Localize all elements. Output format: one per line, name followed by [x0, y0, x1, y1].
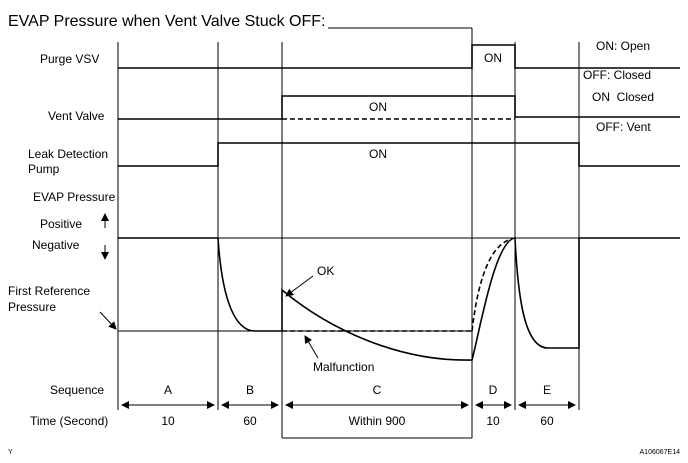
phase-name: E: [543, 383, 551, 397]
phase-name: A: [164, 383, 172, 397]
phase-time: 60: [243, 414, 257, 428]
signal-label: Purge VSV: [40, 52, 99, 66]
pressure-label: EVAP Pressure: [33, 190, 116, 204]
state-label: ON: [484, 51, 502, 65]
state-label: ON: [369, 100, 387, 114]
annotation: OK: [317, 264, 334, 278]
phase-time: 10: [161, 414, 175, 428]
phase-lines: [117, 27, 580, 439]
state-label: ON: [369, 147, 387, 161]
pressure-label: Pressure: [8, 300, 56, 314]
signal-label: Pump: [28, 162, 60, 176]
legend-item: ON Closed: [592, 90, 654, 104]
pressure-label: Negative: [32, 238, 80, 252]
annotation: Malfunction: [313, 360, 374, 374]
phase-name: C: [373, 383, 382, 397]
arrows: [99, 213, 576, 409]
footer-left: Y: [8, 449, 13, 456]
legend-item: OFF: Closed: [583, 68, 651, 82]
waveforms: [118, 44, 680, 361]
title: EVAP Pressure when Vent Valve Stuck OFF:: [8, 13, 325, 30]
phase-name: D: [489, 383, 498, 397]
phase-time: Within 900: [349, 414, 406, 428]
pressure-label: Positive: [40, 217, 82, 231]
footer-right: A106067E14: [640, 449, 681, 456]
pressure-label: First Reference: [8, 284, 90, 298]
signal-label: Vent Valve: [48, 109, 105, 123]
row-label: Sequence: [50, 383, 104, 397]
legend-item: OFF: Vent: [596, 120, 651, 134]
phase-time: 10: [486, 414, 500, 428]
row-label: Time (Second): [30, 414, 108, 428]
legend-item: ON: Open: [596, 39, 650, 53]
signal-label: Leak Detection: [28, 147, 108, 161]
phase-time: 60: [540, 414, 554, 428]
phase-name: B: [246, 383, 254, 397]
